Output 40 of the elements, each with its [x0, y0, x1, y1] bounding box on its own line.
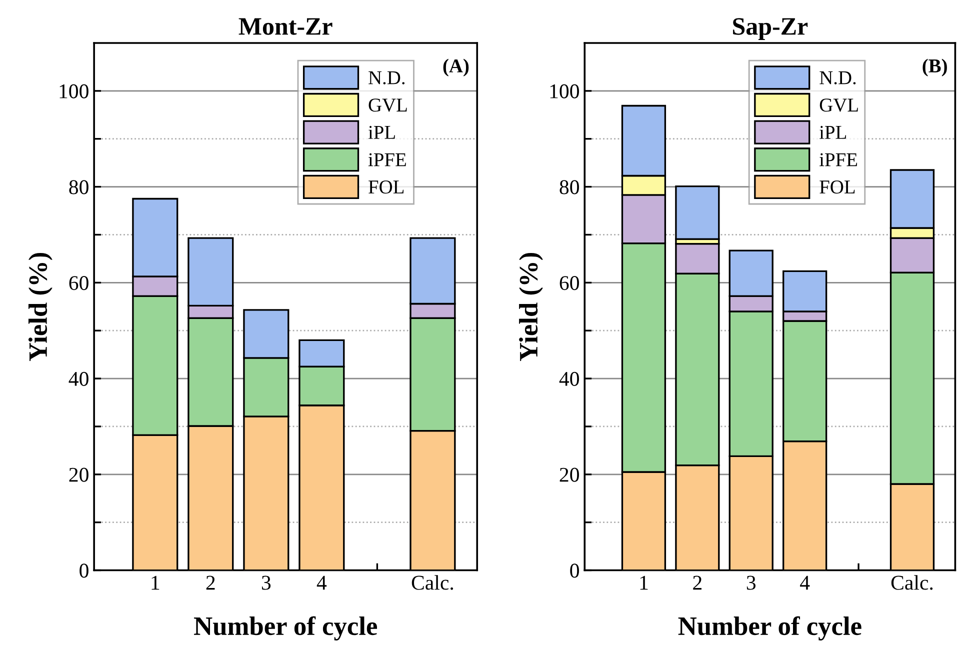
y-tick-label: 20 — [560, 468, 579, 482]
annotation: (A) — [443, 58, 469, 76]
legend-label: N.D. — [820, 71, 856, 84]
x-tick-label: 2 — [693, 576, 702, 590]
legend-label: GVL — [368, 98, 407, 112]
x-tick-label: 2 — [206, 576, 215, 590]
y-tick-label: 20 — [69, 468, 88, 482]
y-axis-title: Yield (%) — [28, 252, 52, 361]
x-tick-label: 4 — [800, 576, 810, 590]
x-tick-label: 1 — [152, 576, 160, 590]
chart-title: Sap-Zr — [733, 18, 808, 40]
x-tick-label: 3 — [746, 576, 756, 590]
legend-label: iPFE — [368, 153, 406, 166]
x-axis-title: Number of cycle — [194, 616, 378, 641]
legend-label: GVL — [820, 98, 858, 112]
y-tick-label: 60 — [560, 276, 579, 290]
x-tick-label: 3 — [262, 576, 271, 590]
chart-title: Mont-Zr — [238, 18, 332, 35]
legend-label: FOL — [820, 180, 855, 194]
legend-label: iPFE — [819, 153, 858, 166]
legend-label: iPL — [819, 126, 846, 139]
x-tick-label: 1 — [640, 576, 648, 590]
y-tick-label: 60 — [69, 276, 88, 290]
y-tick-label: 40 — [68, 372, 88, 386]
y-tick-label: 0 — [80, 564, 88, 578]
y-axis-title: Yield (%) — [519, 252, 543, 361]
x-tick-label: Calc. — [891, 575, 933, 590]
y-tick-label: 100 — [550, 84, 579, 98]
x-tick-label: Calc. — [412, 575, 454, 590]
annotation: (B) — [922, 58, 947, 76]
legend-label: FOL — [368, 180, 404, 194]
legend-label: iPL — [368, 126, 395, 139]
legend-label: N.D. — [368, 71, 404, 84]
y-tick-label: 100 — [60, 84, 88, 98]
y-tick-label: 80 — [69, 180, 88, 194]
y-tick-label: 40 — [559, 372, 579, 386]
x-axis-title: Number of cycle — [678, 616, 862, 641]
y-tick-label: 0 — [570, 564, 579, 578]
x-tick-label: 4 — [316, 576, 327, 590]
y-tick-label: 80 — [560, 180, 579, 194]
